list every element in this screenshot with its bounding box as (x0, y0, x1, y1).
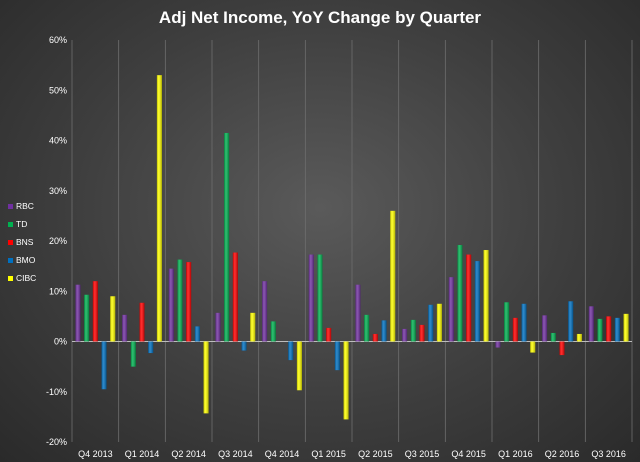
bar-shading (92, 281, 98, 342)
bar-shading (250, 312, 256, 342)
y-tick-label: 50% (49, 85, 67, 95)
bar-shading (168, 268, 174, 342)
legend-swatch-cibc (8, 276, 13, 281)
x-tick-label: Q3 2014 (218, 449, 253, 459)
legend-label-rbc: RBC (16, 201, 34, 211)
bar-shading (504, 302, 510, 342)
bar-shading (483, 250, 489, 342)
x-tick-label: Q4 2015 (451, 449, 486, 459)
bar-shading (542, 315, 548, 342)
y-tick-label: 60% (49, 35, 67, 45)
bar-shading (203, 341, 209, 414)
legend-label-cibc: CIBC (16, 273, 36, 283)
y-tick-label: 20% (49, 236, 67, 246)
y-tick-label: -10% (46, 387, 67, 397)
bar-shading (550, 332, 556, 342)
y-tick-label: 10% (49, 286, 67, 296)
bar-shading (148, 341, 154, 354)
x-tick-label: Q1 2015 (311, 449, 346, 459)
bar-shading (390, 210, 396, 342)
bar-shading (381, 320, 387, 342)
bar-shading (588, 306, 594, 342)
bar-shading (156, 75, 162, 342)
bar-shading (495, 341, 501, 348)
bar-shading (215, 312, 221, 342)
x-tick-label: Q2 2014 (171, 449, 206, 459)
x-tick-label: Q2 2015 (358, 449, 393, 459)
bar-shading (241, 341, 247, 351)
bar-shading (139, 302, 145, 342)
bar-shading (343, 341, 349, 420)
bar-shading (623, 313, 629, 342)
x-tick-label: Q3 2016 (591, 449, 626, 459)
bar-shading (372, 333, 378, 342)
x-tick-label: Q4 2013 (78, 449, 113, 459)
legend-swatch-rbc (8, 204, 13, 209)
bar-shading (224, 132, 230, 342)
bar-shading (364, 314, 370, 342)
bar-shading (288, 341, 294, 361)
bar-shading (428, 304, 434, 342)
x-tick-label: Q1 2014 (125, 449, 160, 459)
legend-label-td: TD (16, 219, 27, 229)
y-tick-label: -20% (46, 437, 67, 447)
bar-shading (262, 281, 268, 342)
bar-shading (130, 341, 136, 367)
bar-shading (568, 301, 574, 342)
bar-shading (317, 254, 323, 342)
legend-label-bns: BNS (16, 237, 34, 247)
bar-shading (355, 284, 361, 342)
bar-shading (326, 327, 332, 342)
legend-label-bmo: BMO (16, 255, 36, 265)
bar-shading (75, 284, 81, 342)
bar-shading (597, 318, 603, 342)
x-tick-label: Q3 2015 (405, 449, 440, 459)
bar-shading (419, 324, 425, 342)
bar-shading (512, 317, 518, 342)
bar-shading (559, 341, 565, 356)
bar-shading (457, 245, 463, 342)
bar-shading (436, 303, 442, 342)
legend-swatch-td (8, 222, 13, 227)
bar-shading (110, 296, 116, 342)
bar-shading (177, 259, 183, 342)
x-tick-label: Q4 2014 (265, 449, 300, 459)
bar-shading (530, 341, 536, 353)
bar-shading (410, 319, 416, 342)
bar-shading (232, 252, 238, 342)
legend-swatch-bmo (8, 258, 13, 263)
bar-shading (84, 294, 90, 342)
bar-shading (296, 341, 302, 391)
y-tick-label: 0% (54, 337, 67, 347)
bar-shading (402, 328, 408, 342)
chart-title: Adj Net Income, YoY Change by Quarter (158, 8, 482, 27)
legend-swatch-bns (8, 240, 13, 245)
bar-shading (614, 317, 620, 342)
bar-shading (122, 314, 128, 342)
bar-shading (606, 316, 612, 342)
y-tick-label: 40% (49, 136, 67, 146)
x-tick-label: Q2 2016 (545, 449, 580, 459)
bar-shading (186, 262, 192, 342)
bar-shading (308, 254, 314, 342)
bar-shading (270, 321, 276, 342)
bar-shading (521, 303, 527, 342)
bar-shading (194, 326, 200, 342)
bar-shading (334, 341, 340, 371)
bar-shading (448, 277, 454, 342)
bar-shading (474, 261, 480, 342)
x-tick-label: Q1 2016 (498, 449, 533, 459)
bar-shading (466, 254, 472, 342)
bar-shading (576, 333, 582, 342)
bar-shading (101, 341, 107, 390)
y-tick-label: 30% (49, 186, 67, 196)
